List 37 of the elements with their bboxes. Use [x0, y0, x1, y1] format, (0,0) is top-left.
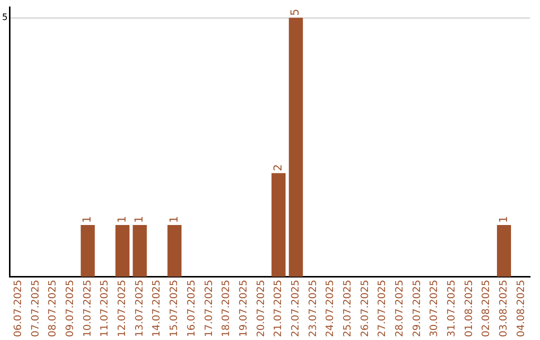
x-tick-label: 07.07.2025 [30, 280, 42, 338]
x-tick-label: 16.07.2025 [186, 280, 198, 338]
data-label: 1 [115, 216, 128, 223]
x-tick-label: 22.07.2025 [290, 280, 302, 338]
x-tick-label: 24.07.2025 [325, 280, 336, 338]
x-tick-label: 30.07.2025 [429, 280, 440, 338]
x-tick-label: 21.07.2025 [273, 280, 284, 338]
x-tick-label: 23.07.2025 [308, 280, 319, 338]
x-tick-label: 28.07.2025 [394, 280, 406, 338]
data-label: 1 [496, 216, 510, 223]
x-tick-label: 13.07.2025 [134, 280, 146, 338]
data-label: 1 [80, 216, 94, 223]
x-tick-label: 12.07.2025 [117, 280, 128, 338]
x-tick-label: 01.08.2025 [464, 280, 475, 338]
x-tick-label: 27.07.2025 [377, 280, 388, 338]
x-tick-label: 15.07.2025 [169, 280, 180, 338]
x-tick-label: 26.07.2025 [360, 280, 371, 338]
x-tick-label: 29.07.2025 [412, 280, 423, 338]
x-tick-label: 31.07.2025 [446, 280, 458, 338]
x-tick-label: 08.07.2025 [48, 280, 59, 338]
x-tick-label: 14.07.2025 [152, 280, 163, 338]
x-tick-label: 11.07.2025 [100, 280, 111, 338]
x-tick-label: 03.08.2025 [498, 280, 510, 338]
x-tick-label: 20.07.2025 [256, 280, 267, 338]
x-tick-label: 06.07.2025 [12, 280, 24, 338]
x-tick-label: 02.08.2025 [481, 280, 492, 338]
data-label: 2 [271, 164, 284, 172]
x-tick-label: 10.07.2025 [82, 280, 94, 338]
data-label: 1 [132, 216, 146, 223]
x-tick-label: 04.08.2025 [516, 280, 527, 338]
data-label: 1 [167, 216, 180, 223]
x-tick-label: 17.07.2025 [204, 280, 215, 338]
x-tick-label: 09.07.2025 [65, 280, 76, 338]
x-tick-label: 19.07.2025 [238, 280, 250, 338]
x-tick-label: 25.07.2025 [342, 280, 354, 338]
x-tick-label: 18.07.2025 [221, 280, 232, 338]
data-label: 5 [288, 8, 302, 16]
